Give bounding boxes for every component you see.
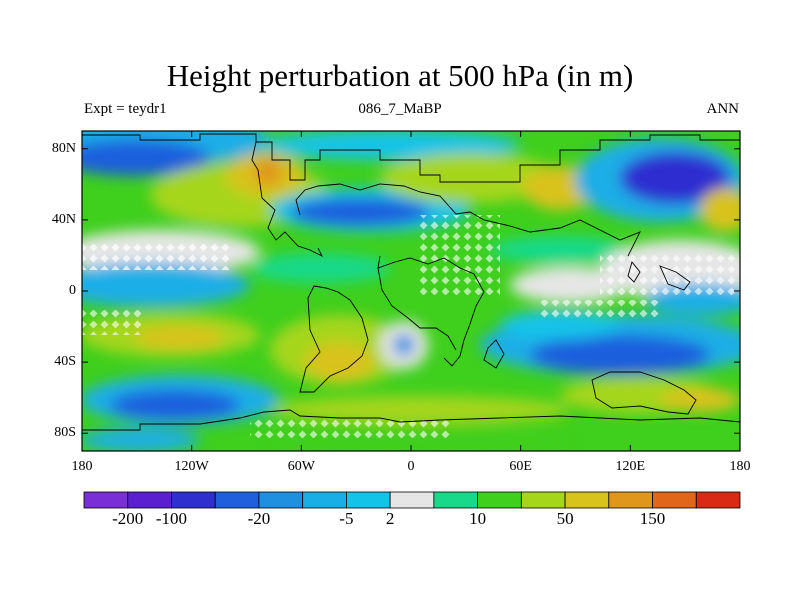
lon-tick-label: 60E [509,459,532,474]
colorbar-box [477,491,522,509]
colorbar-label: 10 [469,509,487,528]
colorbar-box [171,491,216,509]
colorbar-box [608,491,653,509]
colorbar-box [83,491,129,509]
colorbar-box [127,491,172,509]
contour-field [82,131,740,451]
lon-tick-label: 180 [71,459,93,474]
colorbar-label: 150 [639,509,666,528]
colorbar [83,491,741,509]
colorbar-box [214,491,260,509]
colorbar-box [389,491,435,509]
colorbar-label: -100 [155,509,188,528]
colorbar-label: -200 [112,509,144,528]
colorbar-box [258,491,304,509]
lon-tick-label: 0 [407,459,415,474]
lon-tick-label: 120E [615,459,646,474]
colorbar-box [695,491,741,509]
colorbar-box [564,491,610,509]
colorbar-label: 50 [556,509,574,528]
lon-tick-label: 120W [174,459,209,474]
colorbar-label: -20 [247,509,271,528]
colorbar-label: 2 [385,509,395,528]
lon-tick-label: 60W [287,459,315,474]
colorbar-box [345,491,391,509]
tick-marks [81,131,741,451]
colorbar-label: -5 [339,509,354,528]
experiment-label: Expt = teydr1 [84,101,167,117]
colorbar-box [433,491,479,509]
lat-tick-label: 0 [69,283,76,298]
colorbar-box [520,491,566,509]
lat-tick-label: 40N [51,211,76,227]
lon-tick-label: 180 [729,459,751,474]
lat-tick-label: 40S [54,354,76,370]
period-label: 086_7_MaBP [358,101,442,117]
lat-tick-label: 80N [51,140,76,156]
colorbar-box [302,491,347,509]
lat-tick-label: 80S [54,425,76,441]
figure-title: Height perturbation at 500 hPa (in m) [166,58,634,93]
colorbar-box [652,491,697,509]
coastline [82,133,740,431]
season-label: ANN [706,101,740,117]
